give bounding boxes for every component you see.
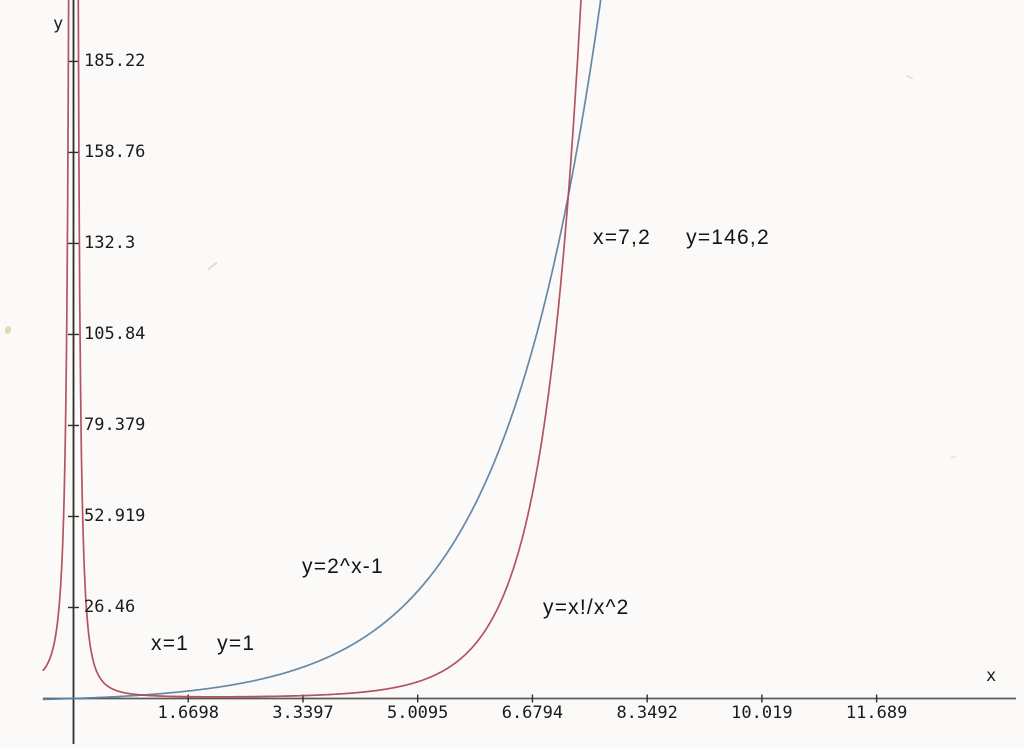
curve-1-factorial_over_x2: [42, 0, 70, 672]
curve-0-pow2_minus_1: [42, 0, 602, 701]
curve-1-factorial_over_x2: [77, 0, 582, 698]
